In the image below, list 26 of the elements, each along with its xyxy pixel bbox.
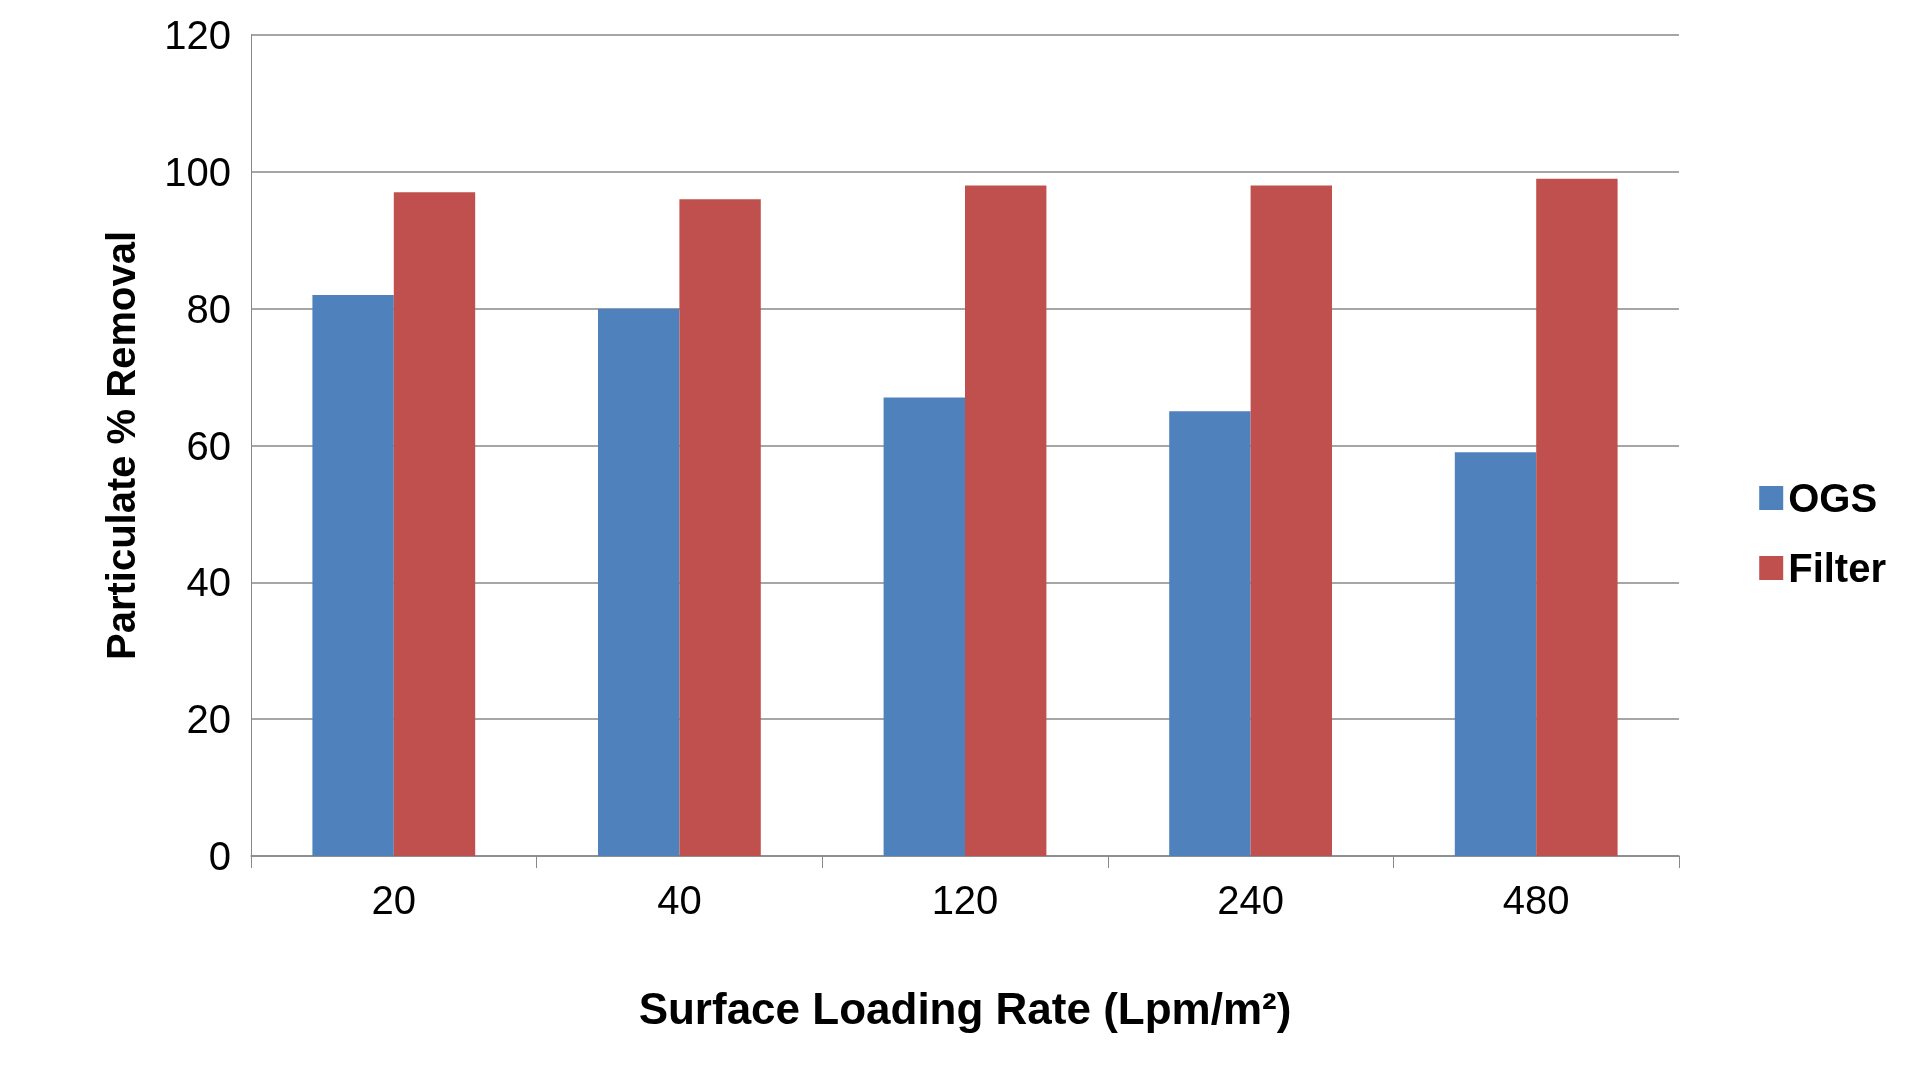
y-tick-label: 60 xyxy=(186,423,231,468)
legend-label: OGS xyxy=(1788,476,1878,520)
bar xyxy=(393,192,476,856)
y-axis-title: Particulate % Removal xyxy=(99,230,143,661)
bar xyxy=(1536,178,1618,856)
y-tick-label: 0 xyxy=(208,834,231,878)
bar xyxy=(312,294,394,856)
x-axis-title: Surface Loading Rate (Lpm/m²) xyxy=(638,983,1292,1033)
bar xyxy=(965,185,1047,856)
bar xyxy=(883,397,965,856)
y-tick-label: 20 xyxy=(186,697,231,742)
y-tick-label: 100 xyxy=(164,149,231,194)
x-tick-label: 240 xyxy=(1217,878,1284,922)
y-tick-label: 120 xyxy=(164,13,231,57)
x-tick-label: 480 xyxy=(1502,878,1570,922)
bar xyxy=(1250,185,1332,856)
bar xyxy=(679,199,761,856)
bar xyxy=(598,308,680,856)
bar xyxy=(1169,411,1251,856)
legend-label: Filter xyxy=(1788,546,1886,590)
bar xyxy=(1454,452,1537,856)
y-tick-label: 40 xyxy=(186,560,231,605)
y-tick-label: 80 xyxy=(186,286,231,331)
x-tick-label: 120 xyxy=(931,878,999,922)
x-tick-label: 40 xyxy=(657,878,702,922)
x-tick-label: 20 xyxy=(371,878,417,922)
